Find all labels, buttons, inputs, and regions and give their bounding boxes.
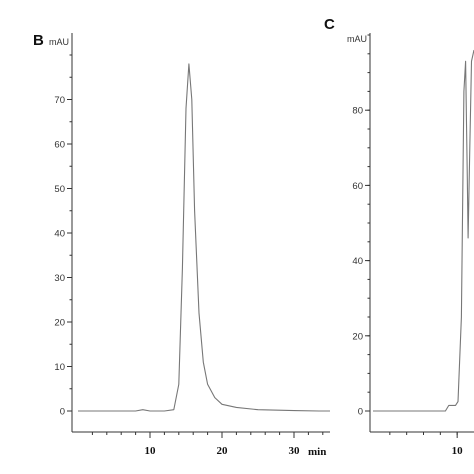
panel-b-y-tick-label: 60 <box>54 140 65 151</box>
panel-c-y-tick-label: 60 <box>352 181 363 192</box>
panel-b-series-line <box>78 63 330 412</box>
panel-b-y-tick-label: 30 <box>54 273 65 284</box>
panel-b-y-tick-label: 40 <box>54 229 65 240</box>
panel-b-x-tick-label: 20 <box>217 445 229 457</box>
panel-c-y-tick-label: 0 <box>358 407 363 418</box>
panel-c-y-tick-label: 80 <box>352 106 363 117</box>
panel-c-y-unit: mAU <box>347 34 367 44</box>
panel-b-x-tick-label: 30 <box>289 445 301 457</box>
panel-b-y-tick-label: 70 <box>54 95 65 106</box>
panel-c-chart: C mAU 0 20 40 60 80 10 <box>324 16 474 457</box>
panel-c-x-tick-label: 10 <box>452 445 464 457</box>
panel-b-x-unit: min <box>308 446 326 458</box>
panel-b-label: B <box>33 32 44 49</box>
panel-c-series-line <box>373 49 474 412</box>
panel-b-y-tick-label: 20 <box>54 318 65 329</box>
panel-c-y-tick-label: 20 <box>352 331 363 342</box>
panel-c-y-tick-label: 40 <box>352 256 363 267</box>
panel-b-chart: B mAU min 0 10 20 30 40 50 60 70 10 20 30 <box>33 32 330 458</box>
panel-c-label: C <box>324 16 335 33</box>
panel-b-y-tick-label: 10 <box>54 362 65 373</box>
panel-b-y-unit: mAU <box>49 37 69 47</box>
panel-b-x-tick-label: 10 <box>145 445 157 457</box>
panel-b-y-tick-label: 0 <box>60 407 65 418</box>
panel-b-y-tick-label: 50 <box>54 184 65 195</box>
